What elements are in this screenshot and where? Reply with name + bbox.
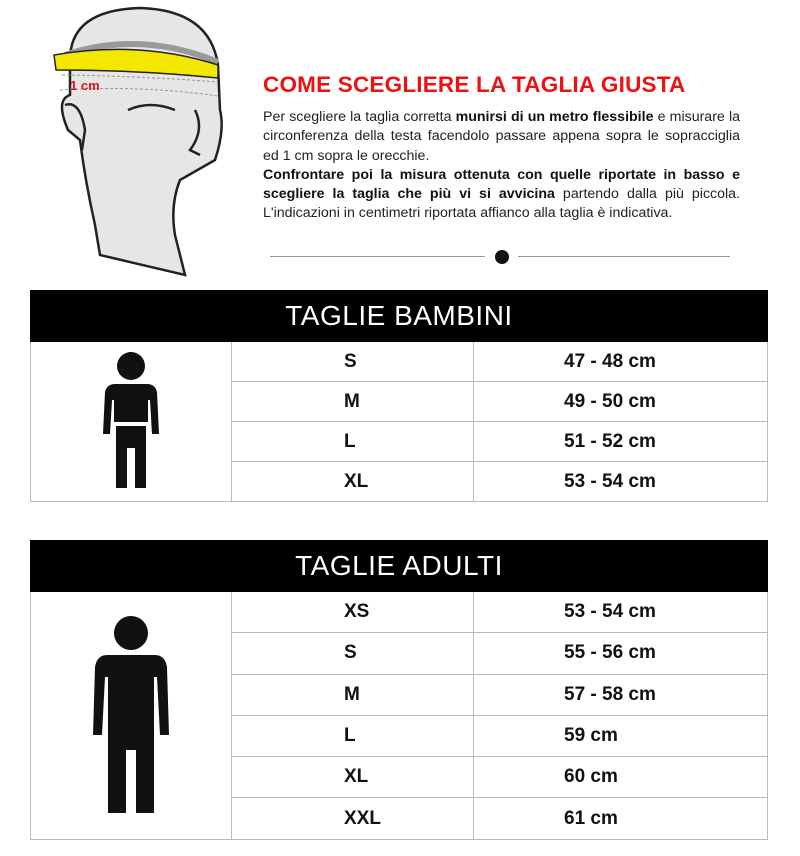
circumference-cell: 61 cm — [474, 798, 768, 839]
size-cell: L — [232, 715, 474, 757]
intro-text: Per scegliere la taglia corretta munirsi… — [263, 108, 740, 224]
divider-left — [270, 256, 485, 257]
circumference-cell: 59 cm — [474, 715, 768, 757]
table-row: M 57 - 58 cm — [232, 674, 768, 716]
size-cell: XL — [232, 757, 474, 798]
adult-figure-icon — [93, 616, 169, 814]
divider-right — [518, 256, 730, 257]
table-row: XS 53 - 54 cm — [232, 592, 768, 634]
size-cell: M — [232, 382, 474, 421]
table-row: L 51 - 52 cm — [232, 422, 768, 462]
circumference-cell: 53 - 54 cm — [474, 592, 768, 633]
adults-table-title: TAGLIE ADULTI — [30, 540, 768, 592]
head-measuring-illustration: 1 cm — [53, 6, 223, 277]
circumference-cell: 51 - 52 cm — [474, 422, 768, 461]
size-cell: S — [232, 633, 474, 674]
size-cell: L — [232, 422, 474, 461]
circumference-cell: 47 - 48 cm — [474, 342, 768, 381]
table-row: L 59 cm — [232, 715, 768, 758]
table-row: XL 60 cm — [232, 757, 768, 799]
size-cell: M — [232, 674, 474, 715]
adults-size-table: TAGLIE ADULTI XS 53 - 54 cm S 55 - 56 cm M 57… — [30, 540, 768, 840]
one-cm-label: 1 cm — [70, 78, 100, 93]
table-row: S 47 - 48 cm — [232, 342, 768, 382]
child-figure-icon — [103, 351, 159, 488]
table-row: M 49 - 50 cm — [232, 382, 768, 422]
page-title: COME SCEGLIERE LA TAGLIA GIUSTA — [263, 72, 686, 97]
table-row: S 55 - 56 cm — [232, 633, 768, 675]
size-cell: XS — [232, 592, 474, 633]
circumference-cell: 60 cm — [474, 757, 768, 798]
size-cell: S — [232, 342, 474, 381]
intro-text-1: Per scegliere la taglia corretta — [263, 109, 456, 125]
circumference-cell: 55 - 56 cm — [474, 633, 768, 674]
table-row: XXL 61 cm — [232, 798, 768, 839]
intro-text-2: e misurare la circonferenza della testa … — [263, 109, 740, 164]
size-cell: XL — [232, 462, 474, 501]
intro-bold-1: munirsi di un metro flessibile — [455, 109, 654, 125]
circumference-cell: 53 - 54 cm — [474, 462, 768, 501]
divider-dot — [495, 250, 509, 264]
kids-table-title: TAGLIE BAMBINI — [30, 290, 768, 342]
circumference-cell: 49 - 50 cm — [474, 382, 768, 421]
intro-text-3: partendo dalla più piccola. L'indicazion… — [263, 186, 741, 222]
table-row: XL 53 - 54 cm — [232, 462, 768, 501]
size-cell: XXL — [232, 798, 474, 839]
intro-bold-2: Confrontare poi la misura ottenuta con q… — [263, 166, 740, 203]
kids-size-table: TAGLIE BAMBINI S 47 - 48 cm M 49 - 50 cm L 51… — [30, 290, 768, 502]
circumference-cell: 57 - 58 cm — [474, 674, 768, 715]
